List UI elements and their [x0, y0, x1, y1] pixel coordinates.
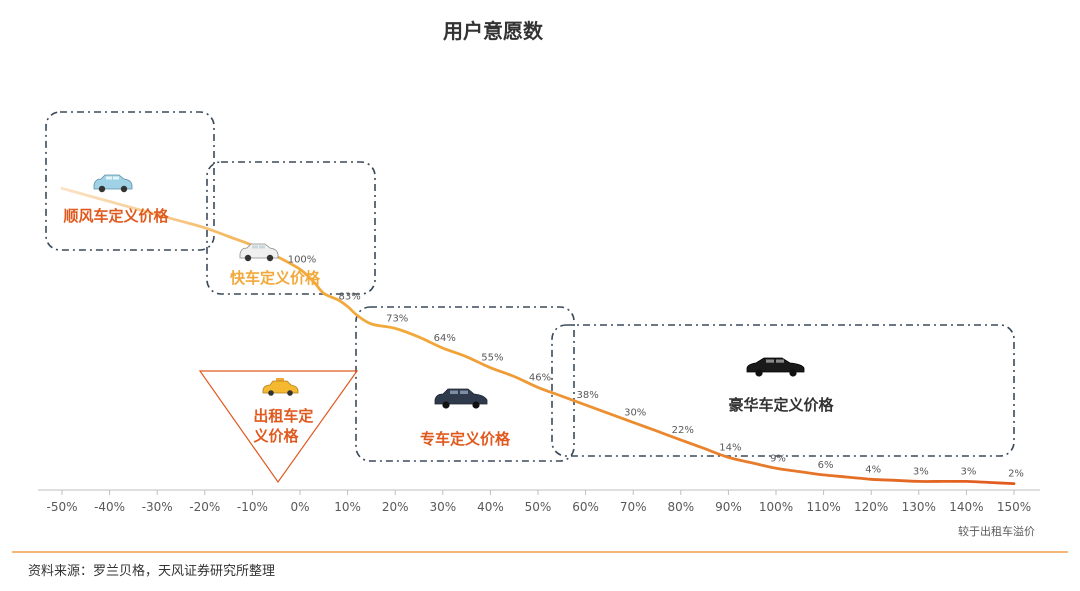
x-tick-label: 80% [667, 500, 694, 514]
segment-label-taxi-line2: 义价格 [253, 427, 299, 445]
data-label: 3% [913, 466, 929, 477]
x-tick-label: -30% [142, 500, 173, 514]
data-label: 38% [576, 390, 598, 401]
segment-box-zhuanche [355, 306, 575, 462]
x-tick-label: -20% [189, 500, 220, 514]
data-label: 100% [288, 254, 317, 265]
x-axis-tick-labels: -50% -40% -30% -20% -10% 0% 10% 20% 30% 40% 50% 60%… [46, 500, 1031, 514]
segment-label-haohua: 豪华车定义价格 [728, 396, 834, 414]
x-tick-label: 140% [949, 500, 983, 514]
x-tick-label: 120% [854, 500, 888, 514]
x-tick-label: 20% [382, 500, 409, 514]
x-tick-label: 90% [715, 500, 742, 514]
x-tick-label: 60% [572, 500, 599, 514]
segment-boxes [45, 111, 1015, 484]
x-tick-label: 150% [997, 500, 1031, 514]
data-label: 14% [719, 442, 741, 453]
segment-box-kuaiche [206, 161, 376, 295]
segment-label-zhuanche: 专车定义价格 [420, 430, 511, 448]
data-label: 22% [672, 425, 694, 436]
data-label: 55% [481, 353, 503, 364]
car-icon [93, 174, 133, 193]
data-label: 73% [386, 313, 408, 324]
data-label: 9% [770, 453, 786, 464]
x-tick-label: -10% [237, 500, 268, 514]
data-label: 4% [865, 464, 881, 475]
x-tick-label: 30% [429, 500, 456, 514]
segment-label-taxi: 出租车定 义价格 [253, 407, 318, 445]
x-axis-label: 较于出租车溢价 [958, 524, 1035, 538]
data-labels: 100% 83% 73% 64% 55% 46% 38% 30% 22% 14% 9% 6% 4% 3% 3… [288, 254, 1024, 479]
car-icon [434, 388, 488, 409]
x-tick-label: 110% [806, 500, 840, 514]
source-note: 资料来源：罗兰贝格，天风证券研究所整理 [28, 563, 275, 579]
x-axis-ticks [61, 490, 1015, 495]
x-tick-label: 0% [290, 500, 309, 514]
segment-label-shunfeng: 顺风车定义价格 [63, 207, 169, 225]
series-line-willingness [60, 187, 1016, 485]
segment-label-kuaiche: 快车定义价格 [230, 269, 321, 287]
segment-triangle-taxi [198, 370, 359, 484]
x-tick-label: 100% [759, 500, 793, 514]
x-tick-label: -50% [46, 500, 77, 514]
data-label: 2% [1008, 469, 1024, 480]
x-tick-label: 70% [620, 500, 647, 514]
segment-box-haohua [551, 324, 1015, 457]
x-tick-label: 40% [477, 500, 504, 514]
data-label: 30% [624, 407, 646, 418]
data-label: 64% [434, 333, 456, 344]
luxury-car-icon [746, 357, 805, 377]
segment-box-shunfeng [45, 111, 215, 251]
x-tick-label: 10% [334, 500, 361, 514]
data-label: 83% [338, 292, 360, 303]
chart-title: 用户意愿数 [443, 19, 544, 43]
data-label: 46% [529, 372, 551, 383]
car-icon [239, 243, 279, 262]
x-tick-label: 50% [525, 500, 552, 514]
data-label: 6% [818, 460, 834, 471]
segment-label-taxi-line1: 出租车定 [253, 407, 313, 425]
data-label: 3% [960, 466, 976, 477]
x-tick-label: -40% [94, 500, 125, 514]
x-tick-label: 130% [902, 500, 936, 514]
taxi-icon [262, 378, 299, 396]
